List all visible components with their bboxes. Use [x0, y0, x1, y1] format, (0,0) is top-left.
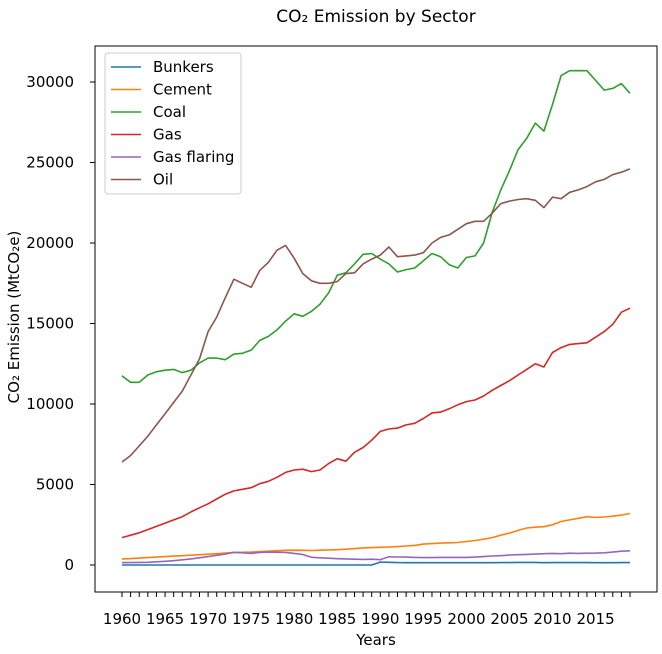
y-tick-label: 30000 [26, 73, 74, 91]
plot-frame [94, 45, 658, 593]
y-tick-label: 20000 [26, 234, 74, 252]
series-line-bunkers [122, 561, 630, 566]
x-tick-label: 2015 [576, 610, 614, 628]
x-tick-label: 1965 [146, 610, 184, 628]
x-tick-label: 2010 [533, 610, 571, 628]
x-tick-label: 1960 [103, 610, 141, 628]
legend-label-gas: Gas [153, 126, 182, 144]
legend: Bunkers Cement Coal Gas Gas flaring Oil [104, 52, 242, 195]
series-line-gas-flaring [122, 550, 631, 564]
y-tick-label: 5000 [36, 476, 74, 494]
x-axis: 1960 1965 1970 1975 1980 1985 1990 1995 2000 2005… [103, 592, 631, 628]
y-tick-label: 10000 [26, 395, 74, 413]
y-tick-label: 0 [64, 556, 74, 574]
x-tick-label: 1985 [318, 610, 356, 628]
chart-title: CO₂ Emission by Sector [276, 7, 475, 27]
x-tick-label: 2000 [447, 610, 485, 628]
x-tick-label: 1995 [404, 610, 442, 628]
y-axis-title: CO₂ Emission (MtCO₂e) [5, 231, 23, 404]
series-line-gas [121, 307, 631, 539]
plot-area: 1960 1965 1970 1975 1980 1985 1990 1995 2000 2005… [26, 45, 658, 628]
legend-label-oil: Oil [153, 171, 173, 189]
legend-label-gas-flaring: Gas flaring [153, 148, 234, 166]
legend-label-cement: Cement [153, 81, 212, 99]
x-tick-label: 1990 [361, 610, 399, 628]
legend-box [104, 52, 242, 195]
x-tick-label: 2005 [490, 610, 528, 628]
series-lines [121, 69, 631, 566]
x-tick-label: 1970 [189, 610, 227, 628]
x-tick-label: 1975 [232, 610, 270, 628]
x-tick-label: 1980 [275, 610, 313, 628]
y-tick-label: 25000 [26, 154, 74, 172]
series-line-oil [121, 168, 631, 463]
x-axis-title: Years [355, 631, 396, 649]
y-tick-label: 15000 [26, 315, 74, 333]
series-line-cement [121, 512, 631, 560]
legend-label-bunkers: Bunkers [153, 58, 214, 76]
y-axis: 0 5000 10000 15000 20000 25000 30000 [26, 73, 95, 574]
legend-label-coal: Coal [153, 103, 186, 121]
